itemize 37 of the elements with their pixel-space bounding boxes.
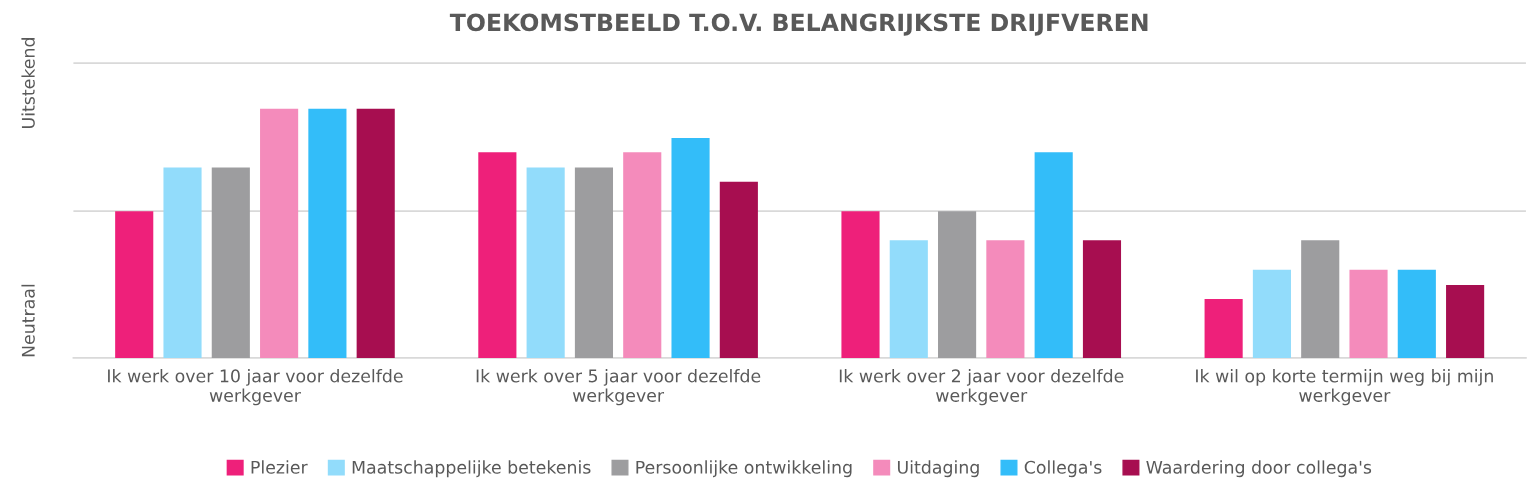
bar — [211, 167, 250, 358]
legend-label: Waardering door collega's — [1146, 460, 1372, 478]
bar — [938, 211, 977, 358]
bar — [986, 240, 1025, 358]
chart-title: TOEKOMSTBEELD T.O.V. BELANGRIJKSTE DRIJFVEREN — [449, 13, 1148, 36]
bar — [841, 211, 880, 358]
legend-label: Plezier — [251, 460, 308, 474]
bar — [1397, 269, 1436, 358]
bar — [1349, 269, 1388, 358]
bar — [260, 108, 299, 358]
legend-label: Persoonlijke ontwikkeling — [636, 460, 852, 478]
legend-label: Maatschappelijke betekenis — [352, 460, 591, 478]
text: Neutraal — [21, 284, 35, 357]
x-tick-label: Ik werk over 5 jaar voor dezelfde werkgever — [476, 369, 761, 406]
bar — [1204, 299, 1243, 358]
bar — [623, 152, 662, 358]
bar — [671, 138, 710, 358]
bar — [308, 108, 347, 358]
bar — [115, 211, 154, 358]
bar — [163, 167, 202, 358]
bar — [1034, 152, 1073, 358]
x-tick-label: Ik werk over 2 jaar voor dezelfde werkgever — [839, 369, 1124, 406]
bar — [1446, 284, 1485, 358]
bar — [574, 167, 614, 358]
bar — [719, 181, 758, 358]
bar — [1301, 240, 1340, 358]
bar — [889, 240, 928, 358]
legend-label: Uitdaging — [897, 460, 979, 478]
legend-label: Collega's — [1024, 460, 1102, 478]
x-tick-label: Ik werk over 10 jaar voor dezelfde werkgever — [108, 369, 403, 406]
text: Uitstekend — [21, 38, 35, 129]
bar — [356, 108, 395, 358]
bar — [1252, 269, 1291, 358]
bar — [478, 152, 517, 358]
bar — [526, 167, 565, 358]
x-tick-label: Ik wil op korte termijn weg bij mijn werkgever — [1196, 369, 1493, 406]
bar — [1082, 240, 1122, 358]
